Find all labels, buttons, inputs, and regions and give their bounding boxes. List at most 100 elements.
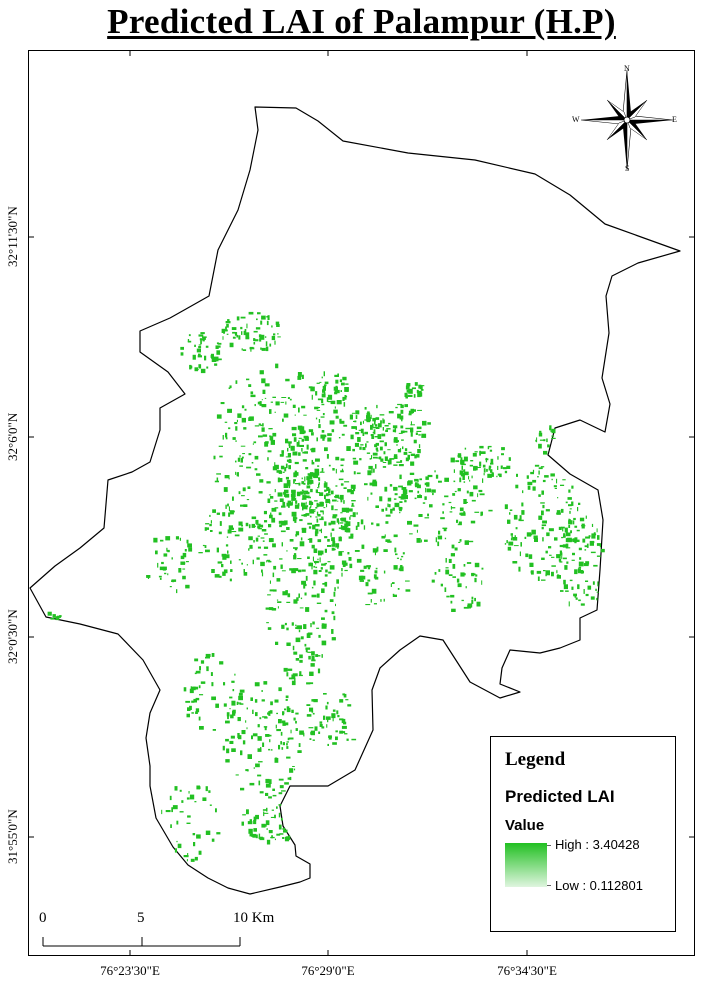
lai-pixel [254, 468, 258, 471]
lai-pixel [399, 501, 403, 503]
lai-pixel [327, 437, 332, 442]
lai-pixel [242, 814, 246, 816]
lai-pixel [299, 607, 304, 609]
lai-pixel [179, 537, 181, 541]
lai-pixel [432, 492, 434, 496]
lai-pixel [371, 435, 375, 439]
lai-pixel [328, 488, 331, 493]
lai-pixel [342, 376, 347, 381]
lai-pixel [501, 447, 505, 451]
lai-pixel [320, 510, 324, 513]
lai-pixel [414, 497, 417, 500]
lai-pixel [539, 439, 545, 441]
lai-pixel [393, 464, 398, 466]
lai-pixel [299, 426, 305, 431]
lai-pixel [274, 699, 279, 703]
lai-pixel [405, 457, 409, 462]
lai-pixel [319, 471, 325, 473]
lai-pixel [526, 475, 529, 479]
lai-pixel [271, 325, 273, 328]
lai-pixel [468, 540, 474, 543]
lai-pixel [302, 451, 306, 454]
lai-pixel [200, 660, 205, 664]
lai-pixel [309, 482, 311, 485]
lai-pixel [216, 512, 220, 515]
lai-pixel [513, 514, 518, 520]
lai-pixel [548, 528, 554, 532]
lai-pixel [210, 530, 213, 532]
lai-pixel [292, 516, 297, 522]
lai-pixel [480, 511, 483, 516]
lai-pixel [282, 827, 286, 830]
lai-pixel [325, 498, 330, 504]
lai-pixel [497, 456, 499, 460]
lai-pixel [248, 311, 254, 315]
lai-pixel [302, 505, 304, 511]
lai-pixel [360, 444, 364, 446]
lai-pixel [252, 709, 254, 714]
lai-pixel [262, 434, 268, 437]
lai-pixel [327, 493, 331, 496]
lai-pixel [268, 748, 270, 751]
lai-pixel [362, 420, 364, 424]
lai-pixel [384, 456, 388, 461]
lai-pixel [453, 469, 455, 473]
lai-pixel [407, 520, 412, 525]
lai-pixel [479, 450, 481, 456]
lai-pixel [317, 514, 321, 517]
lai-pixel [385, 514, 391, 517]
lai-pixel [256, 473, 261, 476]
lai-pixel [286, 550, 288, 552]
lai-pixel [228, 512, 231, 517]
lai-pixel [320, 550, 324, 555]
lai-pixel [204, 527, 207, 531]
lai-pixel [373, 603, 377, 605]
lai-pixel [364, 431, 368, 435]
lai-pixel [491, 472, 494, 477]
lai-pixel [295, 637, 301, 643]
lai-pixel [280, 564, 283, 569]
lai-pixel [311, 544, 315, 549]
lai-pixel [288, 465, 291, 470]
lai-pixel [400, 558, 402, 561]
lai-pixel [545, 570, 550, 576]
lai-pixel [258, 423, 261, 426]
lai-pixel [230, 510, 235, 513]
lai-pixel [237, 735, 242, 740]
lai-pixel [324, 494, 326, 500]
lai-pixel [270, 836, 275, 839]
lai-pixel [280, 731, 283, 736]
lai-pixel [527, 485, 531, 490]
lai-pixel [287, 447, 289, 452]
lai-pixel [229, 708, 231, 710]
lai-pixel [282, 591, 288, 596]
lai-pixel [554, 537, 558, 541]
lai-pixel [304, 643, 307, 647]
lai-pixel [194, 658, 199, 662]
lai-pixel [574, 595, 577, 598]
lai-pixel [251, 735, 253, 740]
lai-pixel [345, 521, 351, 526]
lai-pixel [419, 478, 422, 481]
lai-pixel [383, 598, 385, 602]
legend-heading: Legend [505, 749, 566, 770]
lai-pixel [258, 435, 263, 438]
lai-pixel [504, 504, 508, 510]
lai-pixel [366, 565, 371, 568]
lai-pixel [591, 533, 597, 536]
lai-pixel [396, 557, 399, 559]
lai-pixel [189, 794, 195, 800]
lai-pixel [206, 666, 208, 668]
lai-pixel [556, 510, 561, 515]
lai-pixel [530, 471, 534, 475]
lai-pixel [572, 552, 575, 556]
lai-pixel [311, 651, 315, 656]
lai-pixel [410, 424, 415, 426]
lai-pixel [327, 545, 331, 547]
lai-pixel [241, 417, 246, 423]
lai-pixel [355, 525, 358, 530]
lai-pixel [581, 525, 586, 527]
lai-pixel [571, 485, 574, 489]
lai-pixel [525, 553, 529, 558]
